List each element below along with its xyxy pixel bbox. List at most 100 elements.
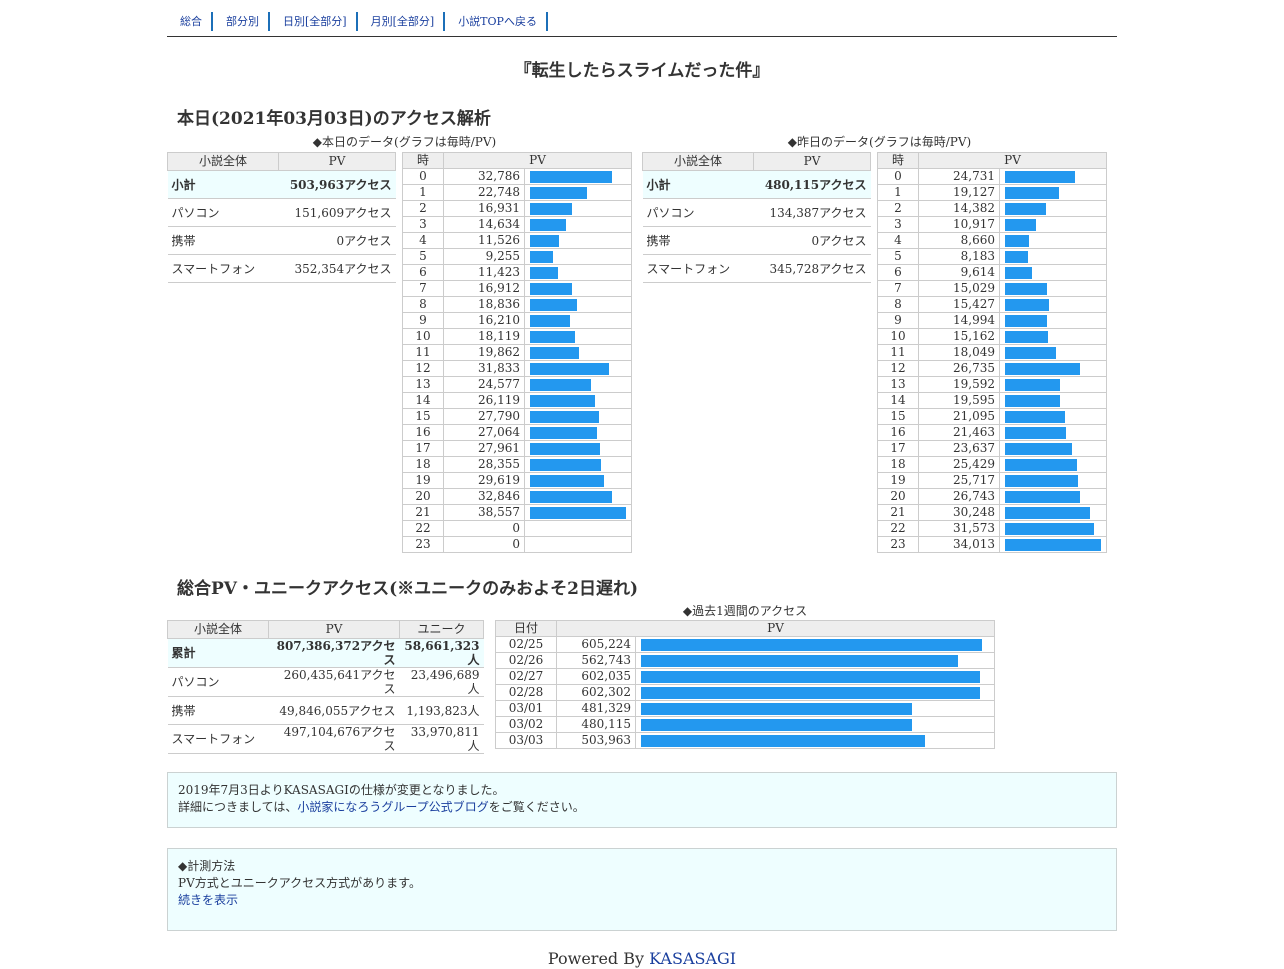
pv-bar — [530, 283, 572, 295]
hour-row: 20 26,743 — [877, 488, 1107, 505]
method-title: ◆計測方法 — [178, 859, 236, 873]
pv-bar — [1005, 459, 1077, 471]
hour-cell: 14 — [877, 392, 919, 409]
bar-cell — [999, 280, 1107, 297]
bar-cell — [999, 200, 1107, 217]
nav-novel-top[interactable]: 小説TOPへ戻る — [445, 12, 548, 31]
hour-pv: 11,423 — [443, 264, 525, 281]
hour-pv: 24,731 — [918, 168, 1000, 185]
hour-row: 5 8,183 — [877, 248, 1107, 265]
col-header: PV — [753, 152, 871, 171]
hour-cell: 5 — [402, 248, 444, 265]
week-date: 03/02 — [495, 716, 557, 733]
pv-bar — [1005, 219, 1036, 231]
pv-bar — [530, 171, 612, 183]
hour-pv: 38,557 — [443, 504, 525, 521]
hour-cell: 11 — [402, 344, 444, 361]
hour-row: 22 0 — [402, 520, 632, 537]
row-value: 151,609アクセス — [278, 198, 396, 227]
week-pv: 605,224 — [556, 636, 636, 653]
notice-text: をご覧ください。 — [488, 800, 585, 814]
nav-monthly[interactable]: 月別[全部分] — [358, 12, 446, 31]
bar-cell — [524, 456, 632, 473]
bar-cell — [999, 488, 1107, 505]
pv-bar — [530, 475, 604, 487]
pv-bar — [530, 459, 601, 471]
hour-cell: 14 — [402, 392, 444, 409]
hour-row: 13 24,577 — [402, 376, 632, 393]
hour-cell: 8 — [877, 296, 919, 313]
show-more-link[interactable]: 続きを表示 — [178, 893, 239, 907]
bar-cell — [999, 360, 1107, 377]
nav-daily[interactable]: 日別[全部分] — [270, 12, 358, 31]
hour-cell: 11 — [877, 344, 919, 361]
bar-cell — [999, 408, 1107, 425]
bar-cell — [524, 504, 632, 521]
hour-row: 2 16,931 — [402, 200, 632, 217]
pv-bar — [641, 671, 980, 683]
row-pv: 497,104,676アクセス — [268, 724, 400, 754]
hour-row: 14 26,119 — [402, 392, 632, 409]
nav-by-part[interactable]: 部分別 — [213, 12, 270, 31]
hour-row: 0 24,731 — [877, 168, 1107, 185]
col-header: PV — [556, 620, 995, 637]
bar-cell — [524, 472, 632, 489]
bar-cell — [524, 216, 632, 233]
summary-row: パソコン 151,609アクセス — [167, 198, 396, 227]
hour-row: 20 32,846 — [402, 488, 632, 505]
today-heading: 本日(2021年03月03日)のアクセス解析 — [177, 109, 491, 129]
nav-overall[interactable]: 総合 — [167, 12, 213, 31]
hour-cell: 7 — [877, 280, 919, 297]
pv-bar — [1005, 491, 1080, 503]
col-header: PV — [918, 152, 1107, 169]
hour-pv: 14,634 — [443, 216, 525, 233]
hour-pv: 9,255 — [443, 248, 525, 265]
row-label: 小計 — [167, 170, 279, 199]
row-label: 携帯 — [642, 226, 754, 255]
hour-cell: 7 — [402, 280, 444, 297]
hour-cell: 2 — [402, 200, 444, 217]
hour-row: 4 8,660 — [877, 232, 1107, 249]
bar-cell — [999, 312, 1107, 329]
hour-row: 10 15,162 — [877, 328, 1107, 345]
hour-row: 8 15,427 — [877, 296, 1107, 313]
bar-cell — [524, 328, 632, 345]
hour-row: 9 14,994 — [877, 312, 1107, 329]
hour-row: 15 27,790 — [402, 408, 632, 425]
hour-row: 21 30,248 — [877, 504, 1107, 521]
pv-bar — [530, 299, 577, 311]
hour-cell: 9 — [877, 312, 919, 329]
hour-row: 15 21,095 — [877, 408, 1107, 425]
pv-bar — [530, 491, 612, 503]
bar-cell — [999, 168, 1107, 185]
pv-bar — [530, 507, 626, 519]
week-row: 02/28 602,302 — [495, 684, 995, 701]
bar-cell — [635, 668, 995, 685]
week-date: 02/28 — [495, 684, 557, 701]
hour-pv: 14,382 — [918, 200, 1000, 217]
row-label: 小計 — [642, 170, 754, 199]
hour-row: 12 31,833 — [402, 360, 632, 377]
kasasagi-link[interactable]: KASASAGI — [649, 949, 737, 968]
hour-row: 13 19,592 — [877, 376, 1107, 393]
summary-row: 携帯 0アクセス — [642, 226, 871, 255]
method-text: PV方式とユニークアクセス方式があります。 — [178, 876, 421, 890]
row-value: 480,115アクセス — [753, 170, 871, 199]
hour-cell: 22 — [877, 520, 919, 537]
yesterday-summary-table: 小説全体 PV 小計 480,115アクセス パソコン 134,387アクセス 携帯 0ア… — [642, 152, 871, 283]
week-date: 02/27 — [495, 668, 557, 685]
hour-pv: 16,931 — [443, 200, 525, 217]
hour-cell: 4 — [402, 232, 444, 249]
hour-row: 16 21,463 — [877, 424, 1107, 441]
bar-cell — [999, 232, 1107, 249]
official-blog-link[interactable]: 小説家になろうグループ公式ブログ — [297, 800, 489, 814]
pv-bar — [1005, 475, 1078, 487]
bar-cell — [999, 376, 1107, 393]
hour-row: 11 19,862 — [402, 344, 632, 361]
hour-cell: 4 — [877, 232, 919, 249]
total-heading: 総合PV・ユニークアクセス(※ユニークのみおよそ2日遅れ) — [177, 579, 639, 599]
row-value: 345,728アクセス — [753, 254, 871, 283]
row-label: 携帯 — [167, 696, 269, 725]
hour-cell: 6 — [402, 264, 444, 281]
bar-cell — [524, 232, 632, 249]
